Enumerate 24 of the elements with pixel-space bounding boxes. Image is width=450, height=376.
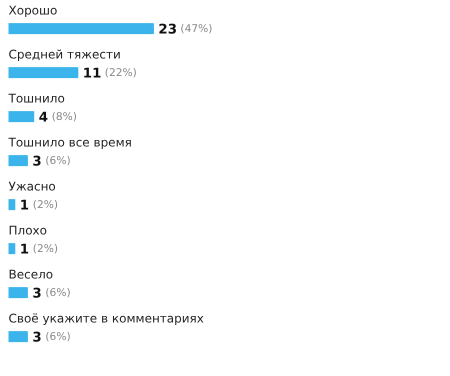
data-label: 3 (6%) <box>32 286 71 302</box>
y-tick-label: Ужасно <box>8 180 56 194</box>
bar <box>8 111 34 122</box>
data-label: 1 (2%) <box>20 242 58 258</box>
data-label: 1 (2%) <box>20 198 58 214</box>
bar <box>8 199 16 210</box>
data-label: 4 (8%) <box>38 110 77 126</box>
bar <box>8 331 28 342</box>
data-label: 3 (6%) <box>32 330 71 346</box>
data-label: 3 (6%) <box>32 154 71 170</box>
bar <box>8 23 154 34</box>
y-tick-label: Тошнило все время <box>8 136 132 150</box>
y-tick-label: Весело <box>8 268 54 282</box>
data-label: 23 (47%) <box>158 22 212 38</box>
bar <box>8 67 78 78</box>
bar <box>8 287 28 298</box>
y-tick-label: Своё укажите в комментариях <box>8 312 204 326</box>
bar <box>8 155 28 166</box>
y-tick-label: Плохо <box>8 224 47 238</box>
y-tick-label: Средней тяжести <box>8 48 121 62</box>
y-tick-label: Хорошо <box>8 4 58 18</box>
data-label: 11 (22%) <box>82 66 137 82</box>
bar <box>8 243 16 254</box>
y-tick-label: Тошнило <box>8 92 65 106</box>
